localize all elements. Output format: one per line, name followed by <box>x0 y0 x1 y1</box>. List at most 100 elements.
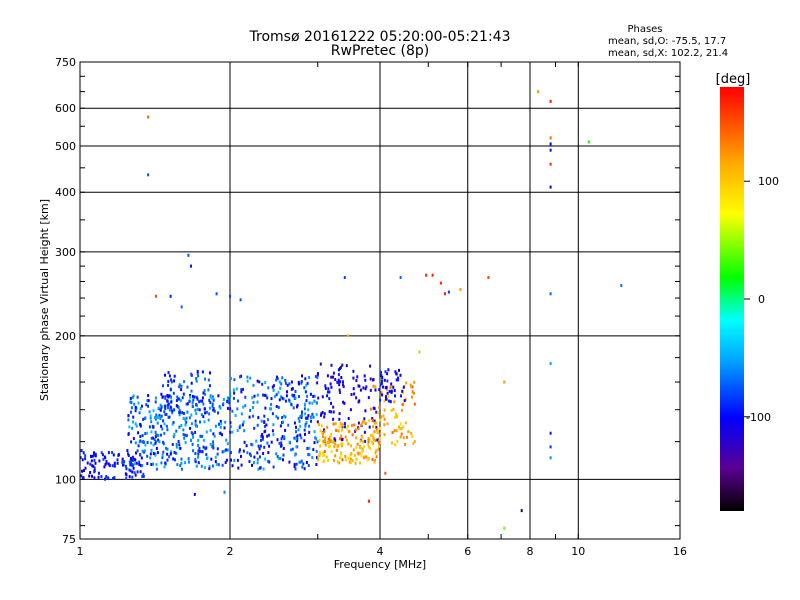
data-point <box>324 384 327 388</box>
data-point <box>226 406 229 410</box>
data-point <box>154 430 157 434</box>
data-point <box>169 405 172 409</box>
data-point <box>162 450 165 454</box>
data-point <box>359 446 361 449</box>
data-point <box>210 457 213 461</box>
data-point <box>260 419 263 423</box>
data-point <box>379 383 382 387</box>
data-point <box>394 370 397 374</box>
data-point <box>367 445 370 449</box>
data-point <box>329 433 332 436</box>
data-point <box>412 441 415 445</box>
data-point <box>330 401 332 405</box>
colorbar-label: [deg] <box>716 72 751 87</box>
data-point <box>391 441 393 445</box>
data-point <box>215 292 218 296</box>
data-point <box>103 455 106 459</box>
data-point <box>295 425 297 429</box>
data-point <box>285 394 288 398</box>
data-point <box>146 441 149 444</box>
data-point <box>364 387 367 391</box>
data-point <box>322 439 325 443</box>
y-tick-label: 300 <box>55 246 76 259</box>
data-point <box>171 422 174 426</box>
data-point <box>150 463 153 466</box>
data-point <box>394 394 396 398</box>
data-point <box>133 471 136 475</box>
data-point <box>204 466 207 470</box>
data-point <box>284 415 287 419</box>
data-point <box>258 447 261 451</box>
data-point <box>399 373 402 377</box>
data-point <box>178 385 181 389</box>
data-point <box>159 403 162 407</box>
data-point <box>355 396 358 400</box>
data-point <box>93 466 96 470</box>
data-point <box>182 428 185 432</box>
data-point <box>332 405 335 409</box>
data-point <box>342 383 344 387</box>
data-point <box>211 397 214 401</box>
data-point <box>167 371 170 375</box>
data-point <box>357 421 360 425</box>
data-point <box>261 437 264 441</box>
data-point <box>141 464 144 467</box>
phase-stats: Phases mean, sd,O: -75.5, 17.7 mean, sd,… <box>608 24 728 59</box>
data-point <box>334 442 337 446</box>
y-tick-label: 600 <box>55 102 76 115</box>
data-point <box>204 411 207 415</box>
data-point <box>207 418 210 422</box>
data-point <box>178 413 181 417</box>
data-point <box>352 376 355 380</box>
data-point <box>281 396 284 400</box>
data-point <box>248 415 251 419</box>
data-point <box>164 395 167 399</box>
data-point <box>165 424 168 428</box>
data-point <box>197 374 200 378</box>
data-point <box>321 411 324 414</box>
data-point <box>201 370 204 374</box>
data-point <box>173 374 176 378</box>
x-tick-label: 1 <box>77 545 84 558</box>
data-point <box>193 395 196 399</box>
data-point <box>332 440 335 444</box>
data-point <box>152 452 155 455</box>
data-point <box>152 409 155 413</box>
data-point <box>116 461 119 465</box>
data-point <box>205 410 208 414</box>
data-point <box>203 420 206 424</box>
data-point <box>375 410 378 414</box>
data-point <box>152 443 155 447</box>
data-point <box>308 424 311 428</box>
data-point <box>371 458 374 461</box>
data-point <box>303 407 306 411</box>
data-point <box>255 439 258 443</box>
data-point <box>272 384 275 388</box>
data-point <box>350 452 353 455</box>
data-point <box>189 426 192 430</box>
data-point <box>358 384 361 388</box>
data-point <box>229 294 231 298</box>
data-point <box>201 434 204 438</box>
data-point <box>549 431 552 435</box>
data-point <box>323 439 326 443</box>
data-point <box>162 384 164 388</box>
data-point <box>443 292 446 296</box>
data-point <box>194 458 197 461</box>
data-point <box>371 440 373 444</box>
data-point <box>161 456 164 460</box>
data-point <box>195 403 198 407</box>
data-point <box>278 398 281 402</box>
data-point <box>359 461 362 465</box>
data-point <box>216 447 219 451</box>
data-point <box>229 377 232 380</box>
data-point <box>154 400 157 404</box>
data-point <box>105 461 108 465</box>
data-point <box>211 402 214 406</box>
data-point <box>307 464 310 467</box>
data-point <box>264 381 267 385</box>
data-point <box>378 436 381 440</box>
data-point <box>413 402 416 406</box>
data-point <box>377 441 380 445</box>
data-point <box>339 456 342 460</box>
